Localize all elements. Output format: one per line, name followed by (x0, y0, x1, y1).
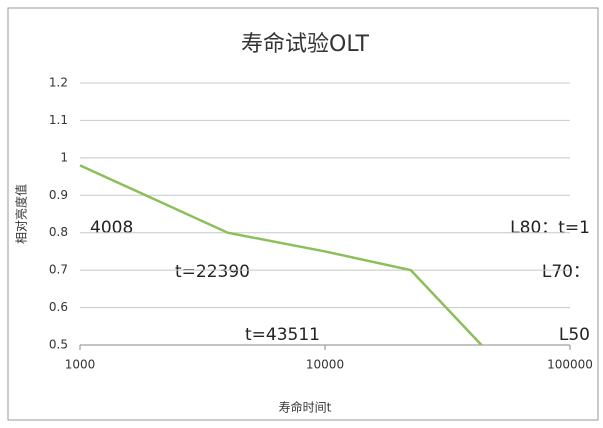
y-tick-label: 0.9 (49, 188, 68, 202)
y-tick-label: 1.2 (49, 76, 68, 90)
chart-frame (7, 7, 599, 421)
x-tick-label: 100000 (547, 358, 593, 372)
x-tick-label: 1000 (65, 358, 96, 372)
x-axis-label: 寿命时间t (279, 400, 332, 415)
y-tick-label: 0.5 (49, 338, 68, 352)
annotation: L80：t=1 (510, 218, 590, 238)
annotation: t=43511 (245, 325, 320, 345)
x-tick-label: 10000 (306, 358, 344, 372)
y-tick-label: 0.6 (49, 300, 68, 314)
series-line (79, 164, 483, 346)
y-tick-label: 1 (60, 150, 68, 164)
annotation: L50 (559, 325, 590, 345)
y-axis-label: 相对亮度值 (14, 184, 29, 244)
y-tick-label: 1.1 (49, 113, 68, 127)
y-tick-label: 0.8 (49, 225, 68, 239)
chart-title: 寿命试验OLT (241, 32, 370, 57)
annotation: 4008 (90, 218, 133, 238)
annotation: L70： (542, 262, 590, 282)
y-tick-label: 0.7 (49, 263, 68, 277)
annotation: t=22390 (175, 262, 250, 282)
